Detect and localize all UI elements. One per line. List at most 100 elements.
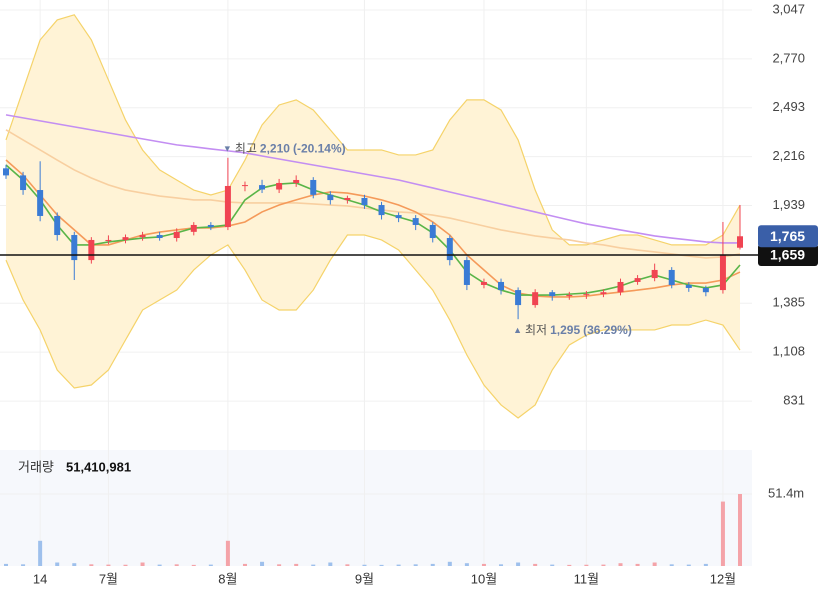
candle-body	[378, 205, 385, 216]
volume-bar	[242, 563, 247, 566]
volume-current: 51,410,981	[66, 459, 131, 474]
current-price-tag	[758, 225, 818, 248]
volume-bar	[464, 563, 469, 566]
candle-body	[3, 168, 9, 176]
volume-bar	[123, 564, 128, 566]
annotation-label: 1,295	[550, 323, 580, 337]
volume-bar	[567, 564, 572, 566]
volume-bar	[260, 561, 265, 566]
volume-bar	[618, 563, 623, 566]
candle-body	[344, 197, 351, 201]
annotation-change: (36.29%)	[583, 323, 632, 337]
volume-bar	[516, 562, 521, 566]
volume-bar	[601, 564, 606, 566]
volume-bar	[669, 564, 674, 566]
volume-bar	[208, 564, 213, 566]
volume-bar	[430, 563, 435, 566]
candle-body	[617, 281, 624, 293]
annotation-change: (-20.14%)	[293, 142, 346, 156]
volume-bar	[533, 563, 538, 566]
candle-body	[480, 281, 487, 285]
volume-bar	[703, 563, 708, 566]
candle-body	[361, 197, 368, 206]
y-tick-label: 1,108	[772, 344, 805, 359]
candle-body	[310, 179, 317, 195]
volume-bar	[652, 562, 657, 566]
candle-body	[37, 190, 44, 216]
volume-bar	[328, 562, 333, 566]
x-tick-label: 14	[33, 571, 47, 586]
y-tick-label: 2,770	[772, 50, 805, 65]
volume-bar	[345, 564, 350, 566]
candle-body	[327, 194, 334, 201]
candle-body	[651, 269, 658, 279]
candle-body	[549, 292, 556, 297]
volume-bar	[174, 564, 179, 566]
candle-body	[532, 292, 539, 306]
candle-body	[224, 185, 231, 228]
volume-bar	[294, 563, 299, 566]
volume-bar	[720, 501, 725, 566]
volume-bar	[686, 564, 691, 566]
x-tick-label: 9월	[355, 571, 374, 586]
volume-bar	[413, 564, 418, 566]
volume-bar	[55, 562, 60, 566]
y-tick-label: 3,047	[772, 1, 805, 16]
volume-bar	[379, 564, 384, 566]
volume-bar	[225, 540, 230, 566]
moving-average	[5, 114, 740, 244]
candle-body	[702, 287, 709, 293]
bollinger-band	[6, 14, 740, 419]
volume-bar	[447, 561, 452, 566]
annotation: ▼ 최고 2,210 (-20.14%)	[223, 142, 346, 156]
y-tick-label: 2,493	[772, 99, 805, 114]
volume-bar	[311, 564, 316, 566]
volume-title: 거래량	[18, 459, 54, 474]
annotation: ▲ 최저 1,295 (36.29%)	[513, 323, 632, 337]
candle-body	[173, 231, 180, 239]
candle-body	[190, 224, 197, 232]
candle-body	[71, 235, 78, 261]
volume-bar	[38, 540, 43, 566]
y-tick-label: 831	[783, 393, 805, 408]
annotation-marker: ▼	[223, 144, 232, 154]
volume-bar	[4, 563, 8, 566]
volume-bar	[191, 564, 196, 566]
candle-body	[719, 254, 726, 291]
candle-body	[412, 218, 419, 225]
volume-bar	[89, 564, 94, 566]
volume-bar	[481, 563, 486, 566]
y-tick-label: 1,385	[772, 295, 805, 310]
candle-body	[463, 260, 470, 285]
volume-bar	[550, 564, 555, 566]
volume-background	[0, 450, 752, 566]
x-tick-label: 7월	[99, 571, 118, 586]
y-tick-label: 1,939	[772, 197, 805, 212]
candle-body	[241, 185, 248, 187]
candle-body	[583, 294, 590, 296]
candle-body	[259, 185, 266, 190]
y-tick-label: 51.4m	[768, 485, 804, 500]
candle-body	[446, 238, 453, 261]
candle-body	[668, 269, 675, 285]
volume-bar	[277, 564, 282, 566]
volume-bar	[738, 494, 742, 566]
x-tick-label: 11월	[574, 571, 599, 586]
x-tick-label: 10월	[471, 571, 497, 586]
band-upper	[5, 14, 741, 246]
candle-body	[395, 215, 402, 219]
candle-body	[105, 239, 112, 241]
price-plot	[3, 14, 743, 419]
volume-bar	[635, 563, 640, 566]
volume-bar	[140, 562, 145, 566]
volume-bar	[396, 564, 401, 566]
volume-bar	[106, 564, 111, 566]
y-tick-label: 2,216	[772, 148, 805, 163]
volume-bar	[584, 564, 589, 566]
candle-body	[88, 239, 95, 261]
volume-bar	[362, 564, 367, 566]
annotation-label: 2,210	[260, 142, 290, 156]
candle-body	[122, 237, 129, 240]
volume-bar	[157, 564, 162, 566]
candle-body	[634, 278, 641, 282]
